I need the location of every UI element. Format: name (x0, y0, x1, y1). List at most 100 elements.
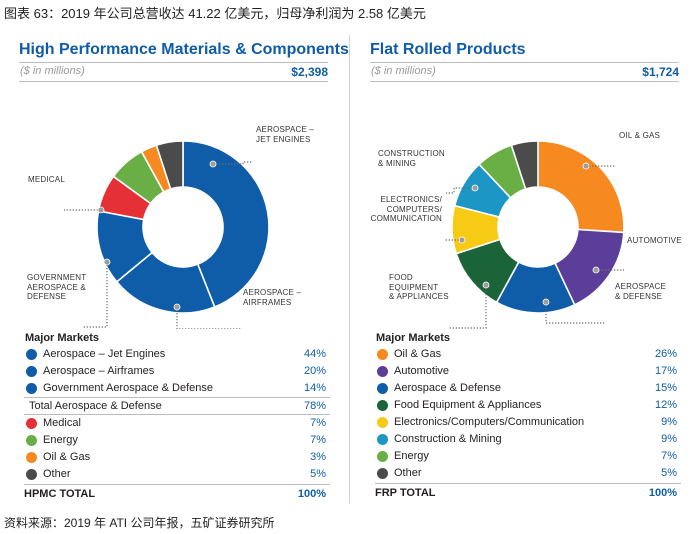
legend-label: Construction & Mining (394, 433, 502, 445)
legend-percent: 12% (654, 399, 677, 411)
legend-percent: 9% (661, 416, 677, 428)
legend-swatch (377, 434, 388, 445)
legend: Aerospace – Jet Engines 44% Aerospace – Ai… (24, 346, 330, 504)
leader-dot (458, 236, 466, 244)
legend-item: Medical 7% (24, 415, 330, 432)
annotation-oil-gas: OIL & GAS (619, 131, 661, 140)
legend-swatch (377, 383, 388, 394)
legend-label: Oil & Gas (394, 348, 442, 360)
legend-label: Oil & Gas (43, 451, 91, 463)
donut-chart (64, 140, 270, 329)
leader-line (83, 262, 108, 328)
legend-percent: 20% (303, 365, 326, 377)
annotation-aerospace-defense: AEROSPACE & DEFENSE (615, 282, 666, 301)
leader-dot (542, 298, 550, 306)
leader-dot (173, 303, 181, 311)
legend-heading: Major Markets (376, 332, 450, 344)
legend-swatch (26, 366, 37, 377)
legend-label: Energy (394, 450, 429, 462)
leader-dot (592, 266, 600, 274)
legend-item: Electronics/Computers/Communication 9% (375, 414, 681, 431)
annotation-construction: CONSTRUCTION & MINING (378, 149, 445, 168)
legend-percent: 26% (654, 348, 677, 360)
unit-label: ($ in millions) (20, 65, 85, 77)
segment-total-amount: $1,724 (642, 65, 679, 79)
leader-dot (471, 184, 479, 192)
slice-aerospace-jet-engines (182, 140, 270, 309)
legend-percent: 14% (303, 382, 326, 394)
legend-item: Automotive 17% (375, 363, 681, 380)
slice-oil-gas (537, 140, 625, 234)
legend-swatch (377, 451, 388, 462)
legend-percent: 100% (648, 487, 677, 499)
leader-dot (582, 162, 590, 170)
legend-swatch (377, 468, 388, 479)
legend-item: Oil & Gas 3% (24, 449, 330, 466)
legend-label: Food Equipment & Appliances (394, 399, 542, 411)
legend-total-row: HPMC TOTAL 100% (24, 484, 330, 504)
panel-title: Flat Rolled Products (370, 41, 526, 58)
annotation-automotive: AUTOMOTIVE (627, 236, 682, 245)
legend-item: Energy 7% (375, 448, 681, 465)
divider (370, 81, 679, 82)
leader-line (545, 302, 605, 324)
legend-label: Total Aerospace & Defense (29, 400, 162, 412)
legend-label: Electronics/Computers/Communication (394, 416, 585, 428)
source-note: 资料来源：2019 年 ATI 公司年报，五矿证券研究所 (4, 516, 275, 530)
legend-item: Government Aerospace & Defense 14% (24, 380, 330, 397)
annotation-medical: MEDICAL (28, 175, 65, 184)
panel-title: High Performance Materials & Components (19, 41, 349, 58)
legend-item: Oil & Gas 26% (375, 346, 681, 363)
annotation-government: GOVERNMENT AEROSPACE & DEFENSE (27, 273, 87, 301)
leader-line (446, 187, 475, 194)
divider (370, 62, 679, 63)
legend-item: Energy 7% (24, 432, 330, 449)
panel-divider (349, 35, 350, 503)
legend-percent: 3% (310, 451, 326, 463)
legend-swatch (26, 418, 37, 429)
legend-heading: Major Markets (25, 332, 99, 344)
figure-title: 图表 63：2019 年公司总营收达 41.22 亿美元，归母净利润为 2.58… (4, 6, 426, 21)
segment-total-amount: $2,398 (291, 65, 328, 79)
legend-swatch (26, 435, 37, 446)
annotation-airframes: AEROSPACE – AIRFRAMES (243, 288, 302, 307)
leader-dot (97, 206, 105, 214)
legend-percent: 5% (661, 467, 677, 479)
divider (19, 81, 328, 82)
legend-label: Energy (43, 434, 78, 446)
leader-dot (103, 258, 111, 266)
legend-subtotal-row: Total Aerospace & Defense 78% (24, 397, 330, 415)
legend-item: Other 5% (24, 466, 330, 483)
unit-label: ($ in millions) (371, 65, 436, 77)
legend-item: Other 5% (375, 465, 681, 482)
legend-swatch (26, 452, 37, 463)
legend-item: Aerospace – Jet Engines 44% (24, 346, 330, 363)
legend-label: Aerospace – Jet Engines (43, 348, 166, 360)
legend-swatch (377, 349, 388, 360)
legend-percent: 78% (303, 400, 326, 412)
legend-percent: 100% (297, 488, 326, 500)
leader-dot (482, 281, 490, 289)
divider (19, 62, 328, 63)
legend-label: FRP TOTAL (375, 487, 436, 499)
legend-item: Construction & Mining 9% (375, 431, 681, 448)
hpmc-panel: High Performance Materials & Components … (11, 31, 349, 504)
legend-percent: 44% (303, 348, 326, 360)
annotation-food-equipment: FOOD EQUIPMENT & APPLIANCES (389, 273, 449, 301)
legend-label: Other (394, 467, 422, 479)
legend-total-row: FRP TOTAL 100% (375, 483, 681, 503)
annotation-jet-engines: AEROSPACE – JET ENGINES (256, 125, 315, 144)
legend-label: Aerospace – Airframes (43, 365, 155, 377)
leader-line (448, 285, 487, 329)
legend-percent: 7% (661, 450, 677, 462)
slice-other (510, 140, 539, 190)
legend-percent: 15% (654, 382, 677, 394)
legend-label: Automotive (394, 365, 450, 377)
legend-percent: 17% (654, 365, 677, 377)
legend-label: HPMC TOTAL (24, 488, 96, 500)
legend-swatch (377, 400, 388, 411)
legend-item: Aerospace & Defense 15% (375, 380, 681, 397)
legend-percent: 7% (310, 434, 326, 446)
legend-item: Aerospace – Airframes 20% (24, 363, 330, 380)
legend-label: Other (43, 468, 71, 480)
